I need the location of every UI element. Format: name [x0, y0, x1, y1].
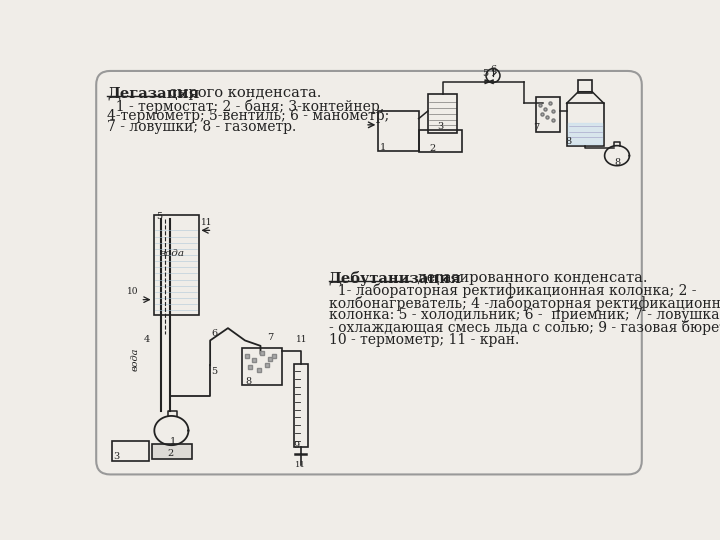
Text: 5: 5 [482, 69, 488, 78]
Text: колонка: 5 - холодильник; 6 -  приемник; 7 - ловушка; 8: колонка: 5 - холодильник; 6 - приемник; … [329, 308, 720, 322]
Text: сырого конденсата.: сырого конденсата. [163, 86, 321, 100]
Text: 8: 8 [614, 158, 620, 167]
Bar [112, 441, 149, 461]
Text: 7 - ловушки; 8 - газометр.: 7 - ловушки; 8 - газометр. [107, 120, 297, 134]
Text: 11: 11 [201, 218, 212, 227]
Text: 3: 3 [437, 123, 444, 131]
Bar [242, 348, 282, 385]
Text: 9: 9 [294, 441, 300, 450]
Text: дегазированного конденсата.: дегазированного конденсата. [413, 271, 648, 285]
Bar [536, 97, 560, 132]
Text: 5: 5 [212, 367, 218, 376]
Bar [153, 215, 199, 315]
Text: - охлаждающая смесь льда с солью; 9 - газовая бюретка;: - охлаждающая смесь льда с солью; 9 - га… [329, 320, 720, 335]
Text: 1- лабораторная ректификационная колонка; 2 -: 1- лабораторная ректификационная колонка… [329, 284, 696, 299]
Text: 10: 10 [127, 287, 139, 296]
Text: Дебутанизация: Дебутанизация [329, 271, 462, 286]
Text: 11: 11 [296, 335, 307, 344]
Bar [419, 130, 462, 152]
Bar [567, 103, 604, 146]
Text: 5: 5 [157, 212, 163, 221]
Text: 3: 3 [113, 452, 120, 461]
Text: 1: 1 [170, 437, 176, 445]
Text: 6: 6 [212, 329, 218, 338]
Bar [428, 94, 457, 132]
Text: вода: вода [160, 249, 185, 258]
Text: 2: 2 [429, 144, 436, 153]
Text: колбонагреватель; 4 -лабораторная ректификационная: колбонагреватель; 4 -лабораторная ректиф… [329, 296, 720, 311]
Bar [578, 80, 593, 92]
Text: 1: 1 [380, 143, 386, 152]
Text: Дегазация: Дегазация [107, 86, 199, 100]
Text: 11: 11 [295, 461, 306, 469]
Bar [152, 444, 192, 459]
Text: 4-термометр; 5-вентиль; 6 - манометр;: 4-термометр; 5-вентиль; 6 - манометр; [107, 110, 390, 124]
Text: 6: 6 [490, 65, 496, 74]
Text: 1 - термостат; 2 - баня; 3-контейнер,: 1 - термостат; 2 - баня; 3-контейнер, [107, 99, 384, 114]
Text: 8: 8 [565, 137, 571, 146]
Text: 4: 4 [144, 335, 150, 344]
Text: 2: 2 [168, 449, 174, 458]
Text: вода: вода [130, 347, 139, 371]
Text: 7: 7 [266, 334, 273, 342]
Text: 8: 8 [245, 377, 251, 386]
Bar [378, 111, 418, 151]
FancyBboxPatch shape [96, 71, 642, 475]
Bar [294, 363, 307, 447]
Text: 10 - термометр; 11 - кран.: 10 - термометр; 11 - кран. [329, 333, 519, 347]
Text: 7: 7 [534, 123, 539, 132]
